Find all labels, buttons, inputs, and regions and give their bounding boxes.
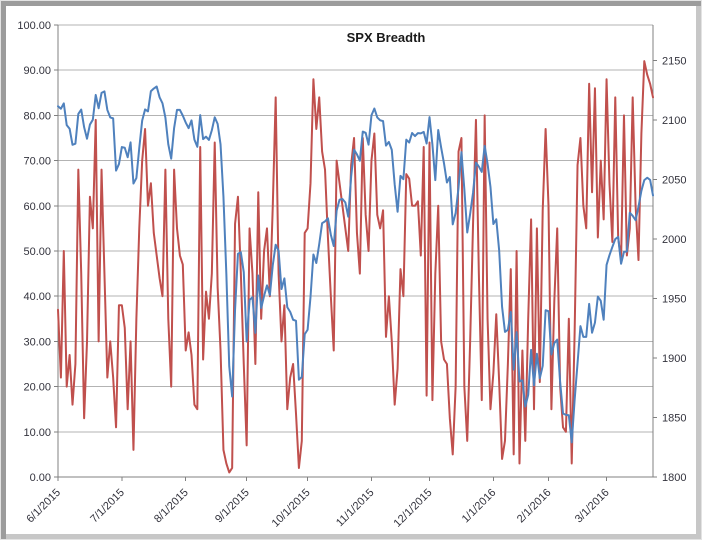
x-axis-tick-label: 2/1/2016 [515,487,554,526]
x-axis-tick-label: 3/1/2016 [573,487,612,526]
left-axis-tick-label: 90.00 [23,65,51,77]
right-axis-tick-label: 2050 [662,175,686,187]
left-axis-tick-label: 80.00 [23,110,51,122]
right-axis-tick-label: 2000 [662,234,686,246]
right-axis-tick-label: 1950 [662,294,686,306]
x-axis-tick-label: 9/1/2015 [213,487,252,526]
left-axis-tick-label: 10.00 [23,427,51,439]
breadth-line [57,60,654,474]
left-axis-tick-label: 100.00 [17,20,51,32]
spx-line [57,85,654,444]
left-axis-tick-label: 60.00 [23,201,51,213]
left-axis-tick-label: 50.00 [23,246,51,258]
left-axis-tick-label: 0.00 [30,472,51,484]
x-axis-tick-label: 6/1/2015 [24,487,63,526]
right-axis-tick-label: 1800 [662,472,686,484]
right-axis-tick-label: 1900 [662,353,686,365]
chart-title: SPX Breadth [346,30,426,45]
x-axis-tick-label: 12/1/2015 [392,487,435,530]
right-axis-tick-label: 1850 [662,413,686,425]
left-axis-tick-label: 40.00 [23,291,51,303]
x-axis-tick-label: 11/1/2015 [334,487,377,530]
right-axis-tick-label: 2100 [662,115,686,127]
left-axis-tick-label: 20.00 [23,382,51,394]
x-axis-tick-label: 7/1/2015 [88,487,127,526]
left-axis-tick-label: 30.00 [23,336,51,348]
left-axis-tick-label: 70.00 [23,156,51,168]
right-axis-tick-label: 2150 [662,56,686,68]
x-axis-tick-label: 8/1/2015 [152,487,191,526]
x-axis-tick-label: 10/1/2015 [270,487,313,530]
x-axis-tick-label: 1/1/2016 [460,487,499,526]
